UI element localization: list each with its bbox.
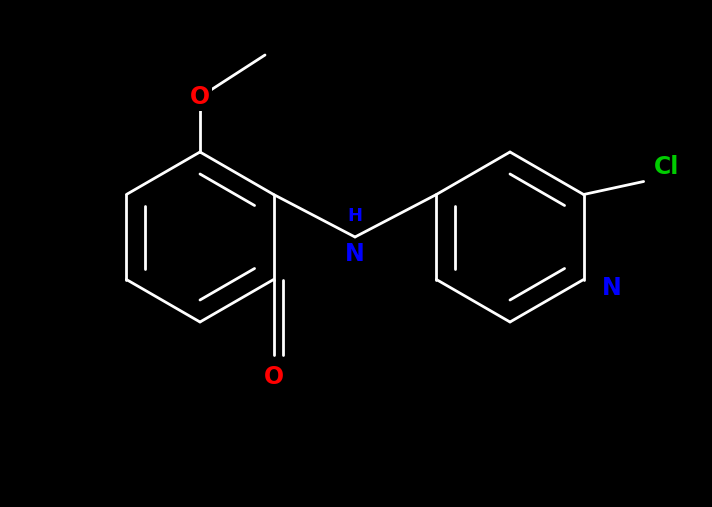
Text: Cl: Cl (654, 155, 679, 178)
Text: N: N (345, 242, 365, 266)
Text: O: O (263, 365, 283, 388)
Text: H: H (347, 207, 362, 225)
Text: N: N (602, 275, 622, 300)
Text: O: O (190, 85, 210, 109)
